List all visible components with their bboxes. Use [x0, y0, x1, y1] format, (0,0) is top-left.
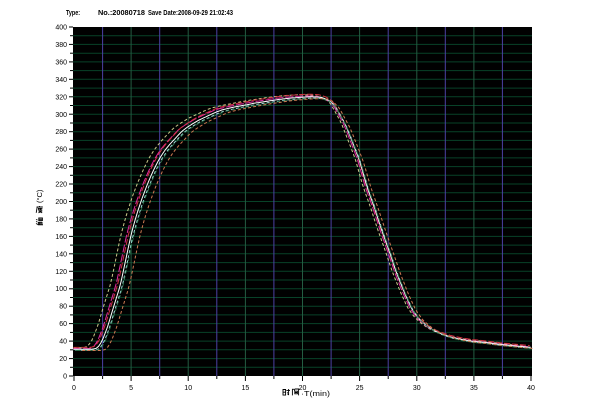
- svg-text:100: 100: [55, 286, 67, 293]
- svg-text:35: 35: [470, 385, 478, 392]
- svg-text:20: 20: [299, 385, 307, 392]
- svg-text:320: 320: [55, 94, 67, 101]
- svg-text:240: 240: [55, 164, 67, 171]
- svg-text:400: 400: [55, 25, 67, 32]
- svg-text:0: 0: [63, 374, 67, 381]
- svg-text:0: 0: [72, 385, 76, 392]
- svg-text:220: 220: [55, 182, 67, 189]
- svg-text:80: 80: [59, 304, 67, 311]
- svg-text:40: 40: [527, 385, 535, 392]
- svg-text:160: 160: [55, 234, 67, 241]
- svg-text:Type:: Type:: [66, 10, 80, 17]
- svg-text:25: 25: [356, 385, 364, 392]
- svg-text:30: 30: [413, 385, 421, 392]
- svg-text:40: 40: [59, 339, 67, 346]
- svg-text:280: 280: [55, 129, 67, 136]
- svg-text:20: 20: [59, 356, 67, 363]
- svg-text:No.:20080718: No.:20080718: [98, 10, 145, 17]
- svg-text:360: 360: [55, 59, 67, 66]
- svg-text:15: 15: [242, 385, 250, 392]
- svg-text:260: 260: [55, 147, 67, 154]
- svg-text:120: 120: [55, 269, 67, 276]
- svg-text:140: 140: [55, 251, 67, 258]
- svg-text:(°C): (°C): [35, 189, 44, 203]
- svg-text:200: 200: [55, 199, 67, 206]
- svg-text:10: 10: [184, 385, 192, 392]
- svg-text:5: 5: [129, 385, 133, 392]
- svg-text:180: 180: [55, 216, 67, 223]
- svg-text:380: 380: [55, 42, 67, 49]
- svg-text:60: 60: [59, 321, 67, 328]
- svg-text:·T(min): ·T(min): [301, 391, 330, 398]
- svg-text:340: 340: [55, 77, 67, 84]
- svg-text:300: 300: [55, 112, 67, 119]
- svg-text:Save Date:2008-09-29 21:02:43: Save Date:2008-09-29 21:02:43: [148, 10, 233, 17]
